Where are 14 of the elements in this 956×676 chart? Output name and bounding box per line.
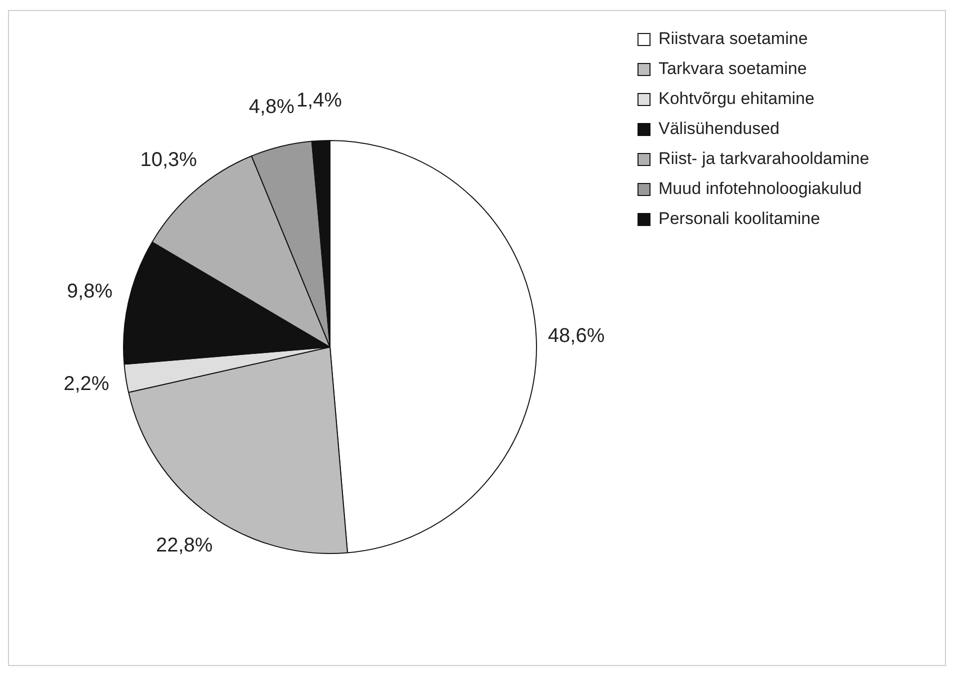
legend-label: Muud infotehnoloogiakulud [658, 179, 862, 198]
data-label: 10,3% [140, 149, 198, 172]
data-label: 9,8% [66, 280, 113, 303]
legend-label: Kohtvõrgu ehitamine [658, 89, 814, 108]
data-label: 4,8% [248, 96, 295, 118]
legend-label: Tarkvara soetamine [658, 59, 807, 78]
data-label: 1,4% [296, 89, 342, 112]
legend-label: Välisühendused [658, 119, 780, 138]
legend-label: Riist- ja tarkvarahooldamine [658, 149, 870, 168]
legend-label: Personali koolitamine [658, 209, 820, 228]
data-label: 22,8% [156, 534, 213, 556]
legend-label: Riistvara soetamine [658, 29, 808, 48]
data-label: 48,6% [548, 325, 605, 348]
data-label: 2,2% [64, 372, 110, 395]
